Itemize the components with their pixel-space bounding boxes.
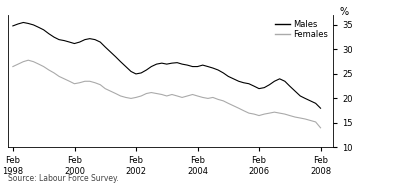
Text: %: % <box>339 7 349 17</box>
Text: Source: Labour Force Survey.: Source: Labour Force Survey. <box>8 174 119 183</box>
Legend: Males, Females: Males, Females <box>274 19 330 40</box>
